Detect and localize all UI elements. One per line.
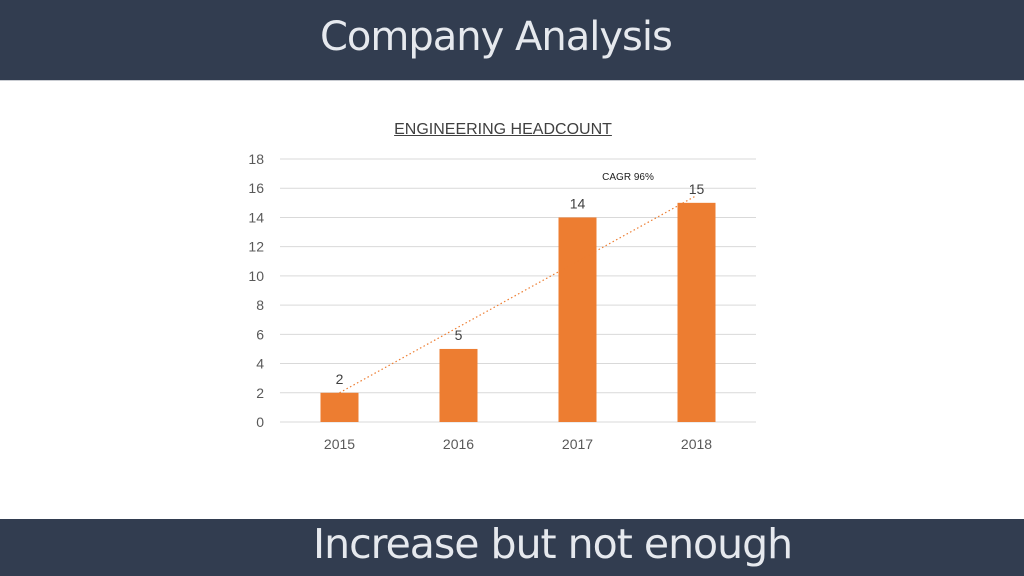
- y-tick-label: 2: [256, 385, 264, 401]
- data-label: 14: [570, 195, 586, 211]
- chart-title: ENGINEERING HEADCOUNT: [394, 121, 612, 138]
- y-tick-label: 10: [248, 268, 264, 284]
- y-tick-label: 6: [256, 326, 264, 342]
- data-label: 15: [689, 181, 705, 197]
- y-tick-label: 8: [256, 297, 264, 313]
- data-label: 2: [336, 371, 344, 387]
- header-bar: [0, 0, 1024, 81]
- y-tick-label: 14: [248, 209, 264, 225]
- x-tick-label: 2018: [681, 436, 712, 452]
- bar: [439, 348, 478, 422]
- footer-bar: [0, 519, 1024, 576]
- y-tick-label: 12: [248, 239, 264, 255]
- x-tick-label: 2016: [443, 436, 474, 452]
- y-tick-label: 18: [248, 151, 264, 167]
- slide-footer: Increase but not enough: [313, 520, 793, 568]
- bar: [677, 202, 716, 422]
- y-tick-label: 4: [256, 356, 264, 372]
- x-tick-label: 2015: [324, 436, 355, 452]
- y-tick-label: 16: [248, 180, 264, 196]
- bar: [558, 217, 597, 422]
- x-tick-label: 2017: [562, 436, 593, 452]
- bar: [320, 392, 359, 422]
- y-tick-label: 0: [256, 414, 264, 430]
- data-label: 5: [455, 327, 463, 343]
- trendline-label: CAGR 96%: [602, 172, 654, 183]
- slide-title: Company Analysis: [320, 14, 673, 60]
